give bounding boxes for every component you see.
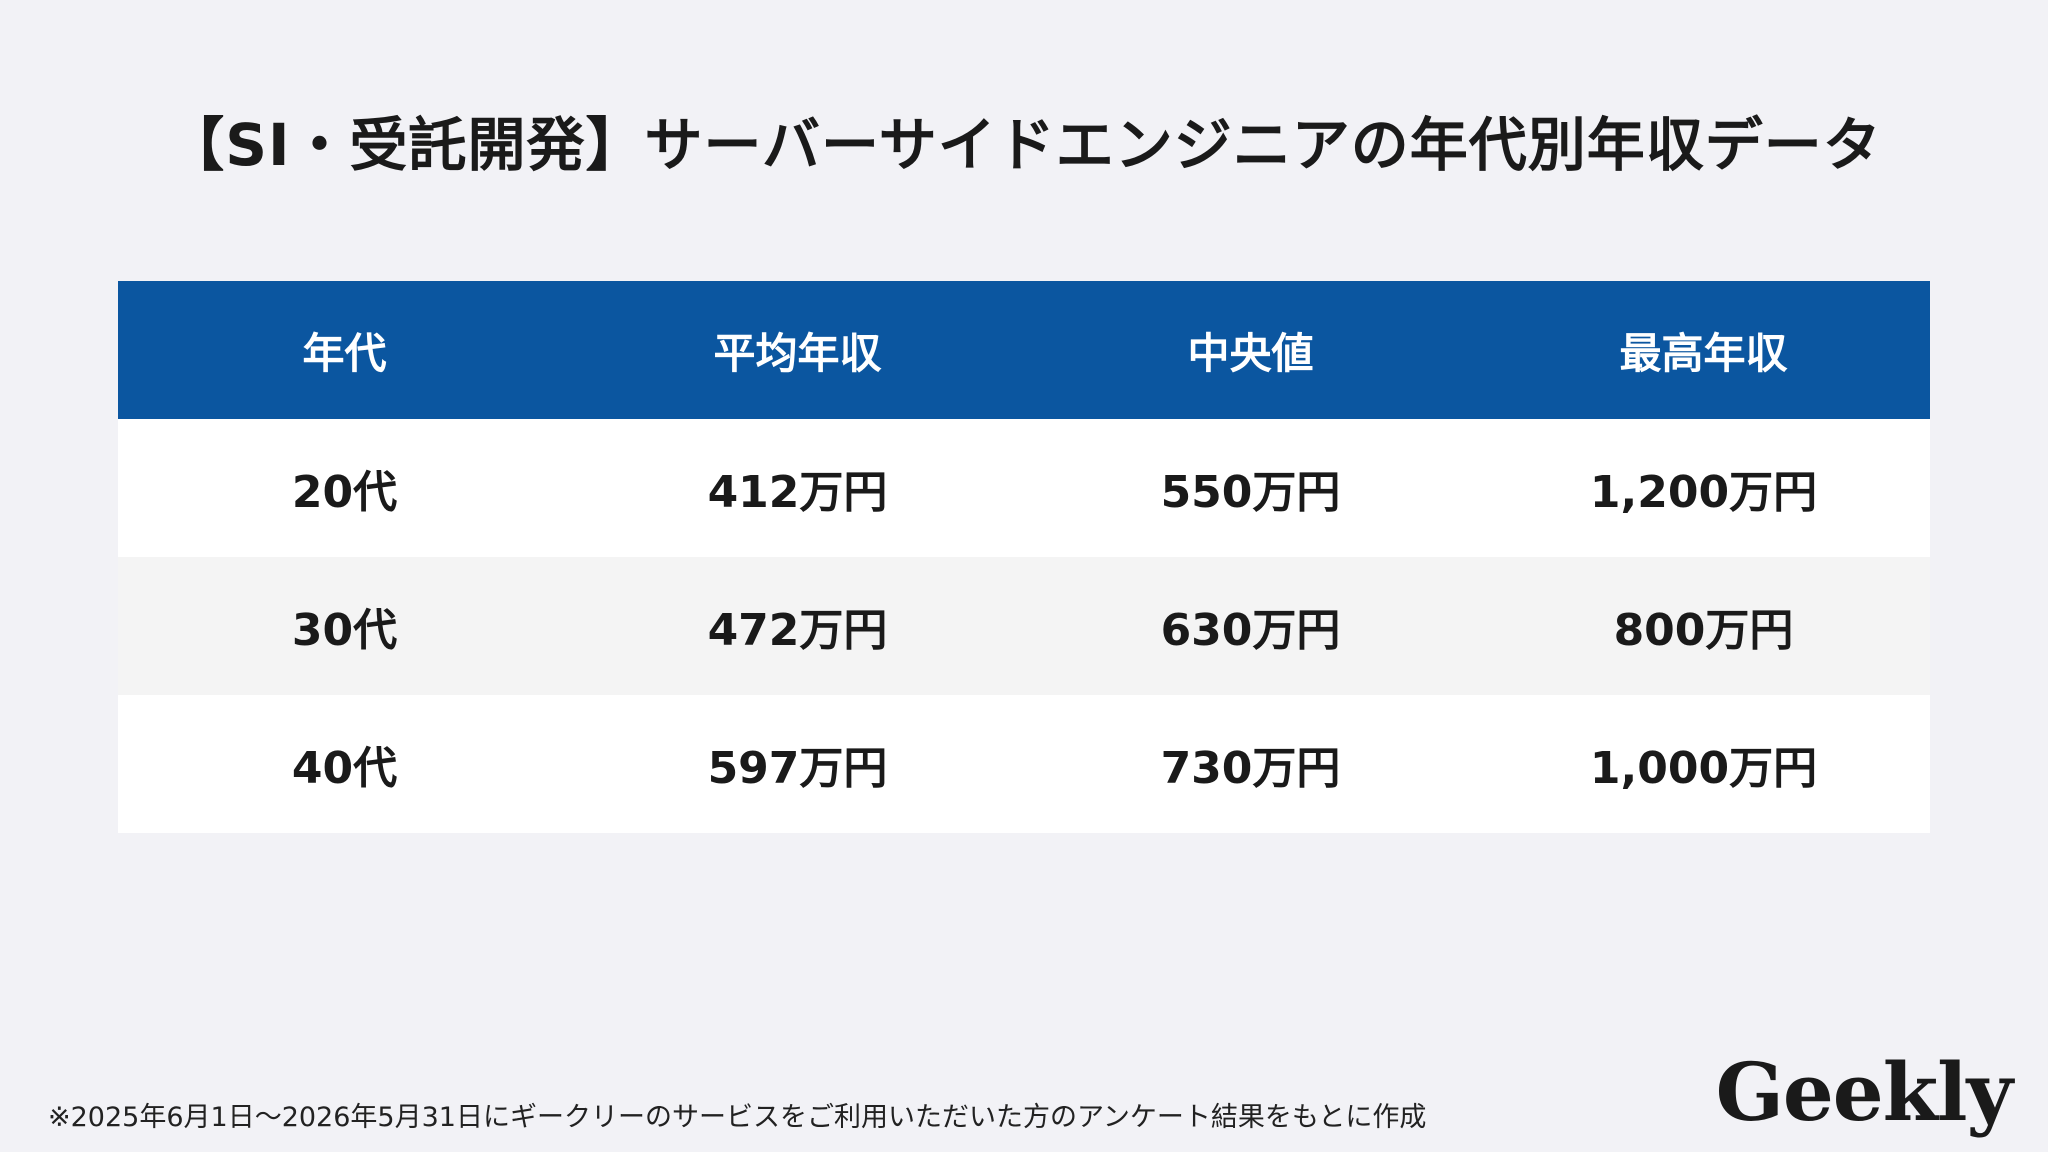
table-cell-max: 1,000万円 (1589, 743, 1818, 794)
column-header-age: 年代 (302, 328, 387, 378)
geekly-logo: Geekly (1715, 1045, 2013, 1139)
column-header-median: 中央値 (1187, 328, 1314, 378)
table-cell-average: 597万円 (707, 743, 888, 794)
table-cell-average: 472万円 (707, 605, 888, 656)
table-cell-age: 40代 (291, 743, 398, 794)
column-header-max: 最高年収 (1619, 328, 1788, 378)
table-header-row: 年代 平均年収 中央値 最高年収 (118, 281, 1930, 419)
table-cell-max: 800万円 (1613, 605, 1794, 656)
table-row: 20代 412万円 550万円 1,200万円 (118, 419, 1930, 557)
table-cell-median: 730万円 (1160, 743, 1341, 794)
footnote: ※2025年6月1日〜2026年5月31日にギークリーのサービスをご利用いただい… (48, 1102, 1427, 1133)
table-row: 40代 597万円 730万円 1,000万円 (118, 695, 1930, 833)
table-row: 30代 472万円 630万円 800万円 (118, 557, 1930, 695)
table-cell-median: 550万円 (1160, 467, 1341, 518)
table-cell-age: 30代 (291, 605, 398, 656)
column-header-average: 平均年収 (713, 328, 882, 378)
chart-title: 【SI・受託開発】サーバーサイドエンジニアの年代別年収データ (166, 111, 1882, 179)
table-cell-max: 1,200万円 (1589, 467, 1818, 518)
table-cell-age: 20代 (291, 467, 398, 518)
table-cell-average: 412万円 (707, 467, 888, 518)
table-cell-median: 630万円 (1160, 605, 1341, 656)
salary-table: 年代 平均年収 中央値 最高年収 20代 412万円 550万円 1,200万円… (118, 281, 1930, 833)
